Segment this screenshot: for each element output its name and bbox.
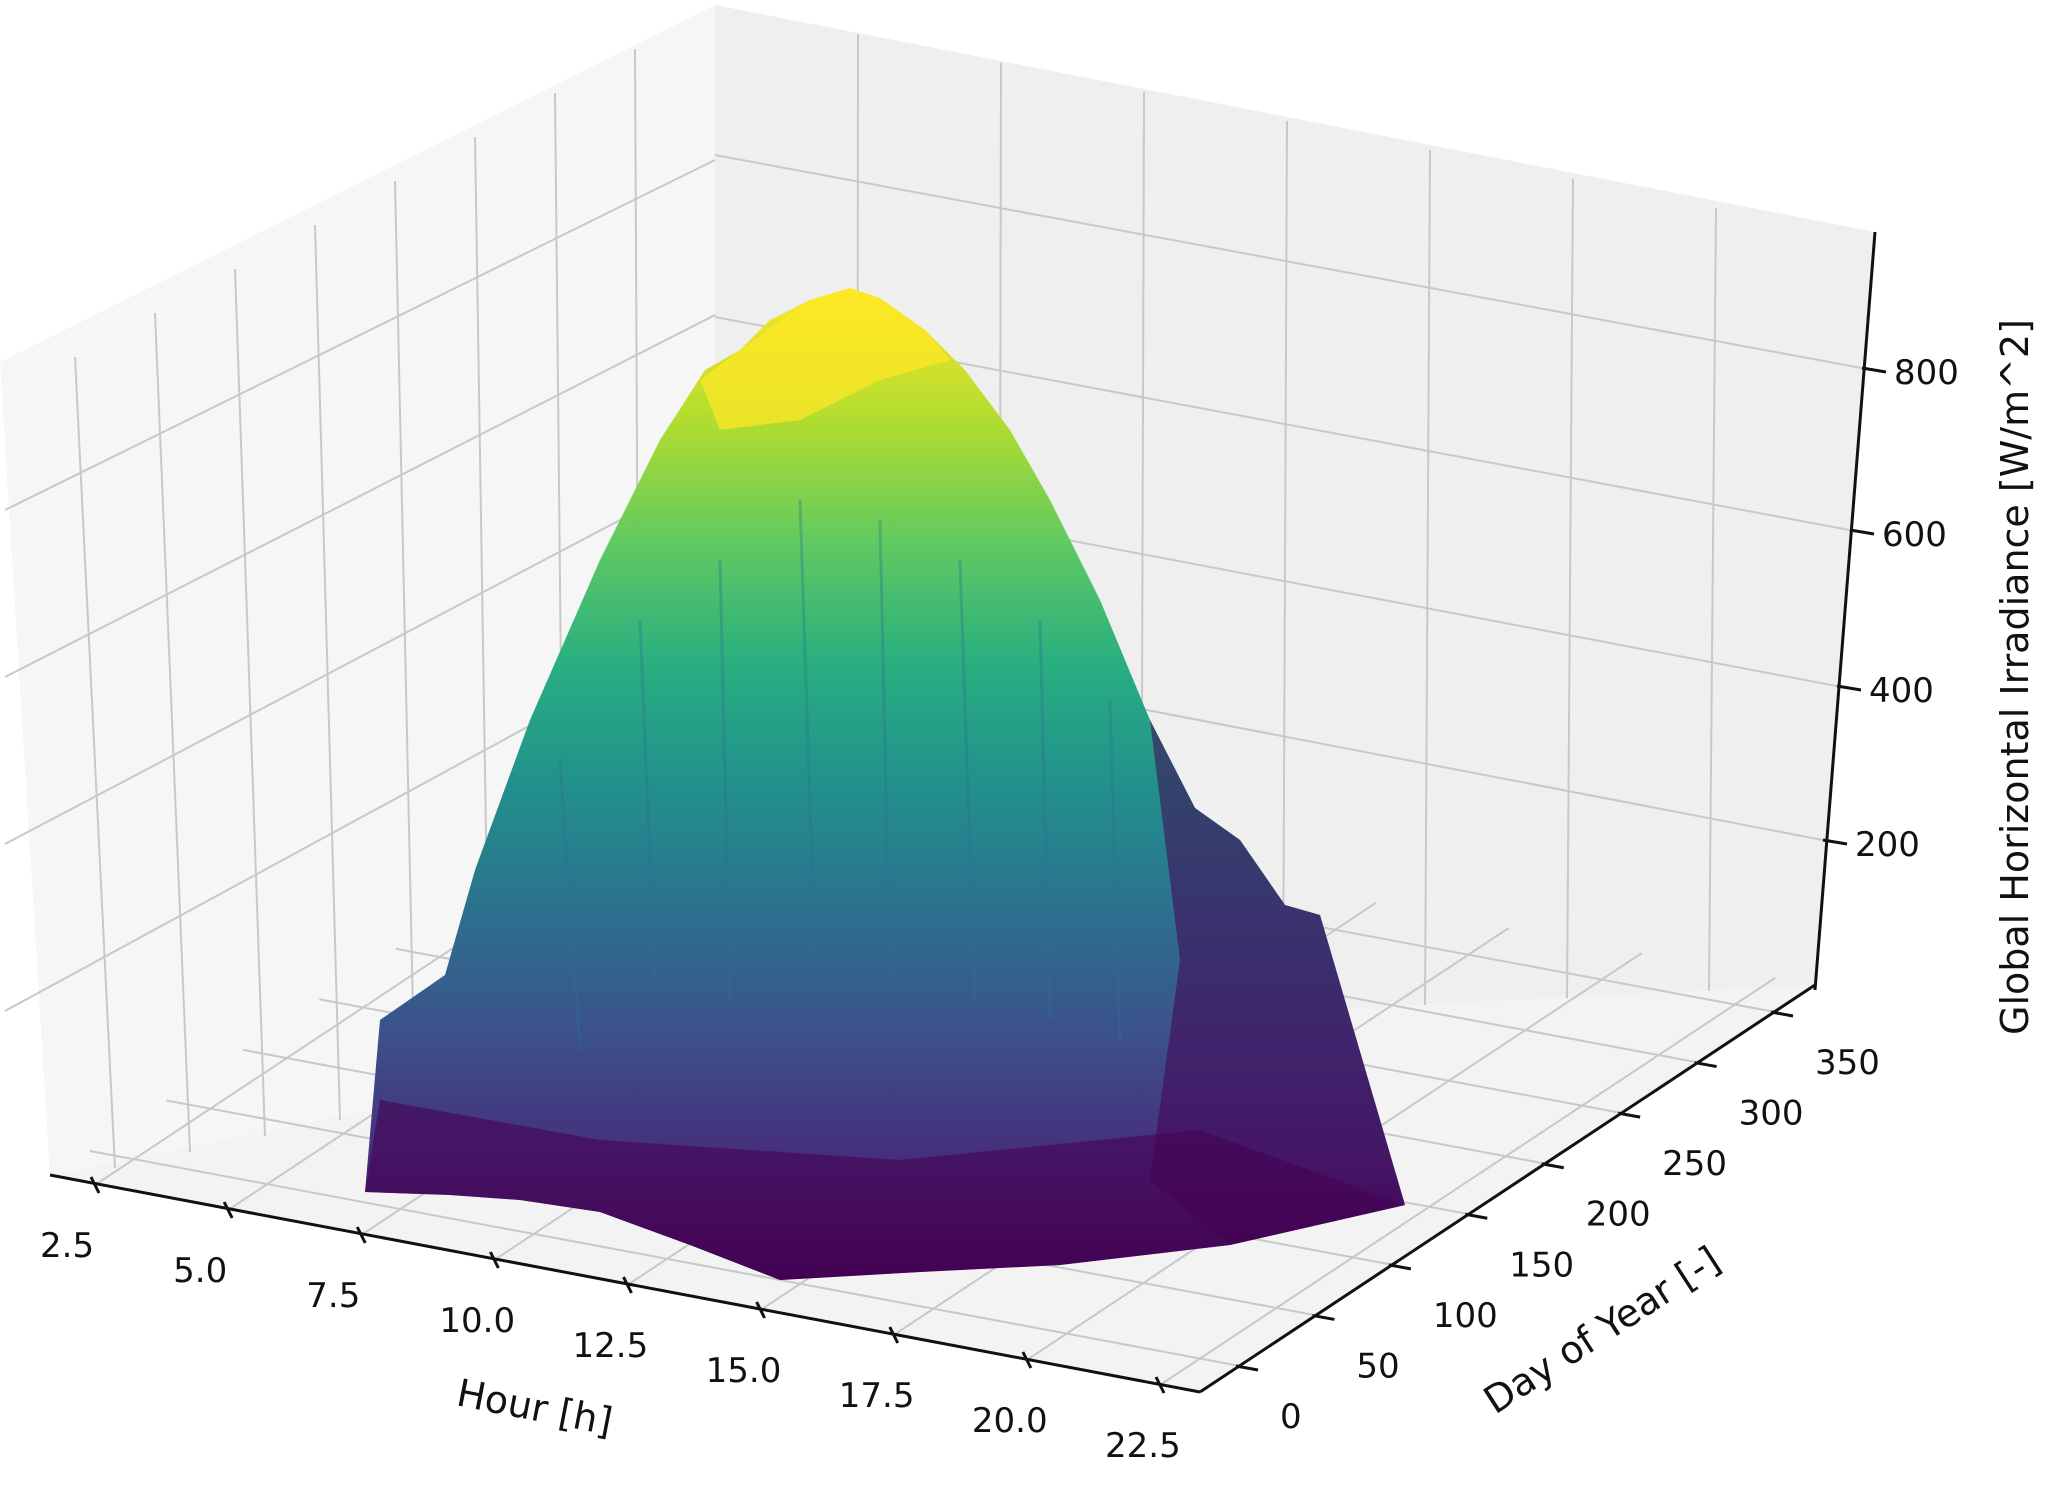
irradiance-surface	[365, 288, 1405, 1280]
hour-tick-label: 12.5	[573, 1326, 649, 1366]
irradiance-tick-label: 800	[1894, 353, 1959, 393]
day-tick-label: 0	[1280, 1397, 1302, 1437]
hour-tick-label: 5.0	[173, 1251, 227, 1291]
irradiance-tick-label: 200	[1855, 825, 1920, 865]
hour-axis-ticks: 2.5 5.0 7.5 10.0 12.5 15.0 17.5 20.0 22.5	[40, 1176, 1181, 1466]
hour-axis-line	[49, 1173, 1201, 1394]
day-axis-ticks: 0 50 100 150 200 250 300 350	[1235, 1010, 1880, 1437]
day-tick-label: 300	[1739, 1094, 1804, 1134]
day-tick-label: 150	[1509, 1245, 1574, 1285]
irradiance-axis-title: Global Horizontal Irradiance [W/m^2]	[1993, 319, 2037, 1035]
hour-axis-title: Hour [h]	[453, 1371, 616, 1444]
hour-tick-label: 22.5	[1105, 1426, 1181, 1466]
day-tick-label: 250	[1662, 1144, 1727, 1184]
axis-lines	[49, 231, 1877, 1394]
hour-tick-label: 17.5	[839, 1376, 915, 1416]
day-tick-label: 350	[1815, 1043, 1880, 1083]
hour-tick-label: 2.5	[40, 1226, 94, 1266]
irradiance-tick-label: 400	[1869, 671, 1934, 711]
day-axis-line	[1199, 983, 1816, 1394]
hour-tick-label: 15.0	[706, 1351, 782, 1391]
day-tick-label: 100	[1433, 1296, 1498, 1336]
day-tick-label: 200	[1586, 1195, 1651, 1235]
hour-tick-label: 20.0	[972, 1401, 1048, 1441]
irradiance-axis-ticks: 200 400 600 800	[1822, 353, 1959, 865]
day-tick-label: 50	[1356, 1346, 1399, 1386]
hour-tick-label: 7.5	[306, 1276, 360, 1316]
irradiance-tick-label: 600	[1882, 515, 1947, 555]
irradiance-axis-line	[1813, 231, 1877, 991]
hour-tick-label: 10.0	[439, 1301, 515, 1341]
